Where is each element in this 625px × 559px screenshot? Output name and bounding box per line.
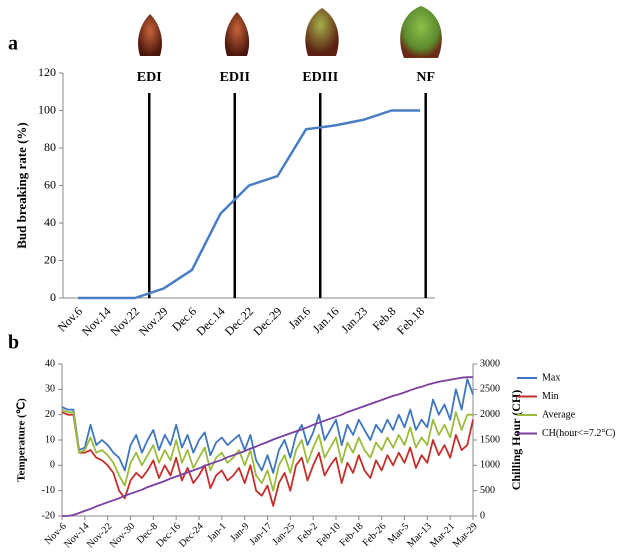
stage-label: EDIII bbox=[302, 70, 338, 85]
y-axis-title: Bud breaking rate (%) bbox=[14, 122, 29, 249]
series-line bbox=[61, 378, 474, 474]
panel-label: a bbox=[8, 33, 18, 55]
stage-label: NF bbox=[416, 70, 435, 85]
x-tick-label: Dec.29 bbox=[250, 304, 284, 338]
y-tick-label: -10 bbox=[42, 485, 55, 496]
y-tick-label: 100 bbox=[38, 102, 56, 116]
x-tick-label: Dec.22 bbox=[222, 304, 256, 338]
x-tick-label: Nov-30 bbox=[108, 521, 137, 550]
x-tick-label: Nov.29 bbox=[136, 304, 171, 339]
x-tick-label: Jan.6 bbox=[285, 304, 313, 332]
y2-tick-label: 3000 bbox=[480, 358, 500, 369]
bud-edi bbox=[138, 14, 162, 56]
y-axis-title: Temperature (℃) bbox=[16, 398, 28, 482]
y2-axis-title: Chilling Hour (CH) bbox=[509, 390, 523, 490]
y2-tick-label: 2500 bbox=[480, 384, 500, 395]
x-tick-label: Feb-10 bbox=[315, 521, 343, 549]
stage-label: EDII bbox=[220, 70, 250, 85]
series-line bbox=[61, 411, 474, 507]
y2-tick-label: 0 bbox=[480, 510, 485, 521]
y-tick-label: 0 bbox=[50, 290, 56, 304]
y-tick-label: 60 bbox=[44, 177, 56, 191]
x-tick-label: Feb-26 bbox=[361, 521, 389, 549]
y-tick-label: 120 bbox=[38, 65, 56, 79]
x-tick-label: Dec-16 bbox=[154, 521, 183, 550]
x-tick-label: Dec.14 bbox=[193, 304, 227, 338]
legend-label: Average bbox=[542, 409, 576, 420]
legend-label: CH(hour<=7.2°C) bbox=[542, 428, 615, 439]
y-tick-label: -20 bbox=[42, 510, 55, 521]
bud-ediii bbox=[305, 8, 339, 56]
y-tick-label: 10 bbox=[45, 434, 55, 445]
y2-tick-label: 1500 bbox=[480, 434, 500, 445]
legend-label: Min bbox=[542, 391, 559, 402]
y-tick-label: 0 bbox=[50, 460, 55, 471]
x-tick-label: Feb.18 bbox=[394, 304, 427, 337]
y2-tick-label: 500 bbox=[480, 485, 495, 496]
series-line bbox=[61, 408, 473, 492]
x-tick-label: Jan-25 bbox=[270, 521, 297, 548]
y-tick-label: 40 bbox=[45, 358, 55, 369]
x-tick-label: Dec-24 bbox=[177, 521, 206, 550]
y-tick-label: 30 bbox=[45, 384, 55, 395]
x-tick-label: Feb-18 bbox=[338, 521, 366, 549]
legend-label: Max bbox=[542, 372, 560, 383]
y-tick-label: 20 bbox=[45, 409, 55, 420]
x-tick-label: Mar-29 bbox=[451, 521, 480, 550]
x-tick-label: Mar-21 bbox=[428, 521, 457, 550]
stage-label: EDI bbox=[137, 70, 162, 85]
panel-label: b bbox=[8, 332, 19, 354]
bud-images bbox=[138, 6, 442, 58]
x-tick-label: Nov.22 bbox=[107, 304, 142, 339]
series-line bbox=[78, 109, 420, 300]
bud-edii bbox=[224, 12, 250, 56]
y-tick-label: 40 bbox=[44, 215, 56, 229]
y2-tick-label: 2000 bbox=[480, 409, 500, 420]
y-tick-label: 80 bbox=[44, 140, 56, 154]
x-tick-label: Jan-17 bbox=[248, 521, 275, 548]
x-tick-label: Jan-1 bbox=[205, 521, 228, 544]
y2-tick-label: 1000 bbox=[480, 460, 500, 471]
x-tick-label: Mar-13 bbox=[405, 521, 434, 550]
y-tick-label: 20 bbox=[44, 252, 56, 266]
bud-nf bbox=[400, 6, 442, 58]
series-line bbox=[62, 376, 473, 517]
x-tick-label: Jan.16 bbox=[310, 304, 342, 336]
x-tick-label: Jan.23 bbox=[338, 304, 370, 336]
x-tick-label: Nov.14 bbox=[79, 304, 114, 339]
